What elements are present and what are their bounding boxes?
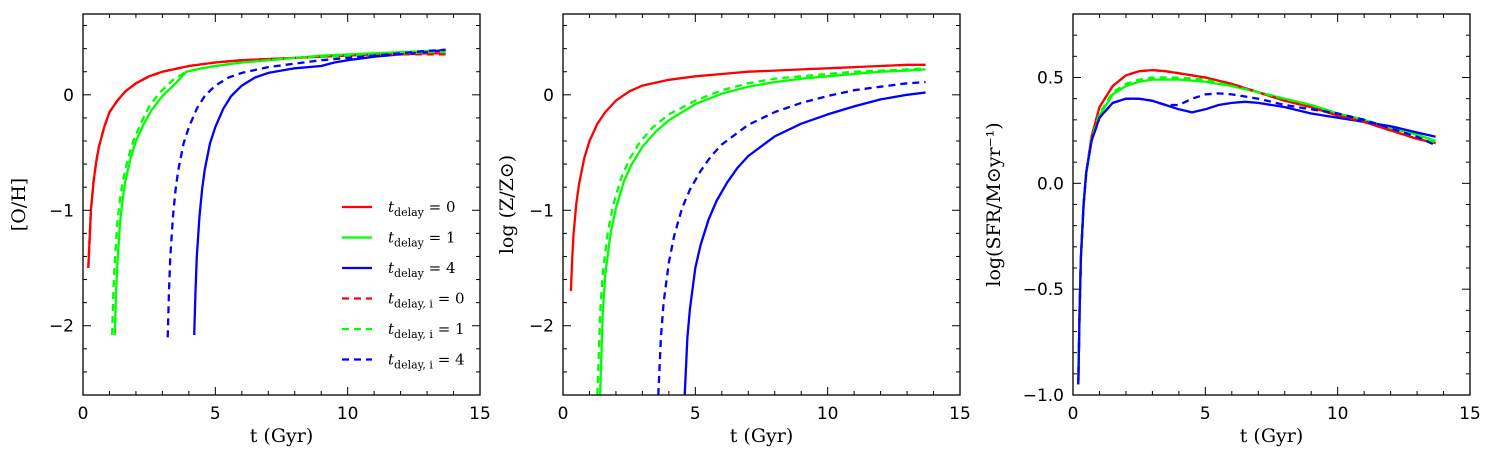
- x-tick-label-0: 0: [78, 404, 89, 424]
- series-line-3: [596, 67, 926, 395]
- ticks: [1072, 13, 1471, 396]
- series-line-4: [1077, 76, 1436, 385]
- series-line-5: [166, 48, 446, 338]
- series-line-4: [110, 50, 446, 336]
- legend-label-5: tdelay, i = 4: [388, 351, 465, 372]
- y-tick-label-1: −1: [529, 201, 554, 221]
- y-tick-label-2: −2: [49, 317, 74, 337]
- x-tick-label-5: 5: [210, 404, 221, 424]
- series-line-1: [598, 68, 926, 395]
- x-tick-label-10: 10: [817, 404, 839, 424]
- x-tick-label-5: 5: [1200, 404, 1211, 424]
- series-group: [87, 48, 446, 338]
- series-group: [1077, 68, 1437, 385]
- y-tick-label-2: −2: [529, 317, 554, 337]
- plot-frame: [82, 13, 481, 396]
- x-tick-label-0: 0: [1068, 404, 1079, 424]
- legend-label-1: tdelay = 1: [388, 229, 456, 250]
- legend-label-3: tdelay, i = 0: [388, 290, 465, 311]
- x-axis-label: t (Gyr): [730, 425, 794, 447]
- series-group: [569, 63, 926, 395]
- series-line-0: [1077, 68, 1436, 385]
- legend-label-2: tdelay = 4: [388, 259, 456, 280]
- y-tick-label-0: 0: [63, 86, 74, 106]
- y-tick-label-0-5: 0.5: [1037, 69, 1064, 89]
- panel-star-formation-rate: 0 5 10 15 −1.0 −0.5 0.0 0.5 t (Gyr) log(SFR/M⊙yr⁻…: [983, 13, 1481, 447]
- series-line-2: [193, 48, 446, 336]
- plot-frame: [562, 13, 961, 396]
- y-tick-label-1: −1: [49, 201, 74, 221]
- series-line-3: [1077, 68, 1436, 385]
- panel-metallicity: 0 5 10 15 −2 −1 0 t (Gyr) log (Z/Z⊙): [496, 13, 971, 447]
- x-tick-label-10: 10: [337, 404, 359, 424]
- x-tick-label-15: 15: [469, 404, 491, 424]
- series-line-0: [569, 63, 926, 292]
- panel-oh-abundance: 0 5 10 15−2−10t (Gyr)[O/H] tdelay = 0tdelay …: [8, 13, 491, 447]
- plot-frame: [1072, 13, 1471, 396]
- series-line-5: [1077, 92, 1437, 385]
- y-axis-label: log(SFR/M⊙yr⁻¹): [983, 122, 1005, 286]
- x-tick-label-10: 10: [1327, 404, 1349, 424]
- y-tick-label-1-0: −1.0: [1023, 386, 1064, 406]
- x-tick-label-15: 15: [949, 404, 971, 424]
- series-line-1: [113, 49, 446, 336]
- y-axis-label: [O/H]: [8, 178, 30, 231]
- legend-label-0: tdelay = 0: [388, 198, 456, 219]
- x-tick-label-0: 0: [558, 404, 569, 424]
- y-tick-label-0-5: −0.5: [1023, 280, 1064, 300]
- y-axis-label: log (Z/Z⊙): [496, 155, 518, 254]
- series-line-2: [683, 91, 926, 395]
- legend-label-4: tdelay, i = 1: [388, 320, 465, 341]
- legend: tdelay = 0 tdelay = 1 tdelay = 4 tdelay, i …: [342, 198, 465, 372]
- x-axis-label: t (Gyr): [1240, 425, 1304, 447]
- series-line-2: [1077, 97, 1436, 385]
- x-tick-label-15: 15: [1459, 404, 1481, 424]
- y-tick-label-0: 0: [543, 86, 554, 106]
- series-line-4: [657, 80, 926, 395]
- y-tick-label-0-0: 0.0: [1037, 174, 1064, 194]
- x-axis-label: t (Gyr): [250, 425, 314, 447]
- ticks: [562, 14, 961, 396]
- x-tick-label-5: 5: [690, 404, 701, 424]
